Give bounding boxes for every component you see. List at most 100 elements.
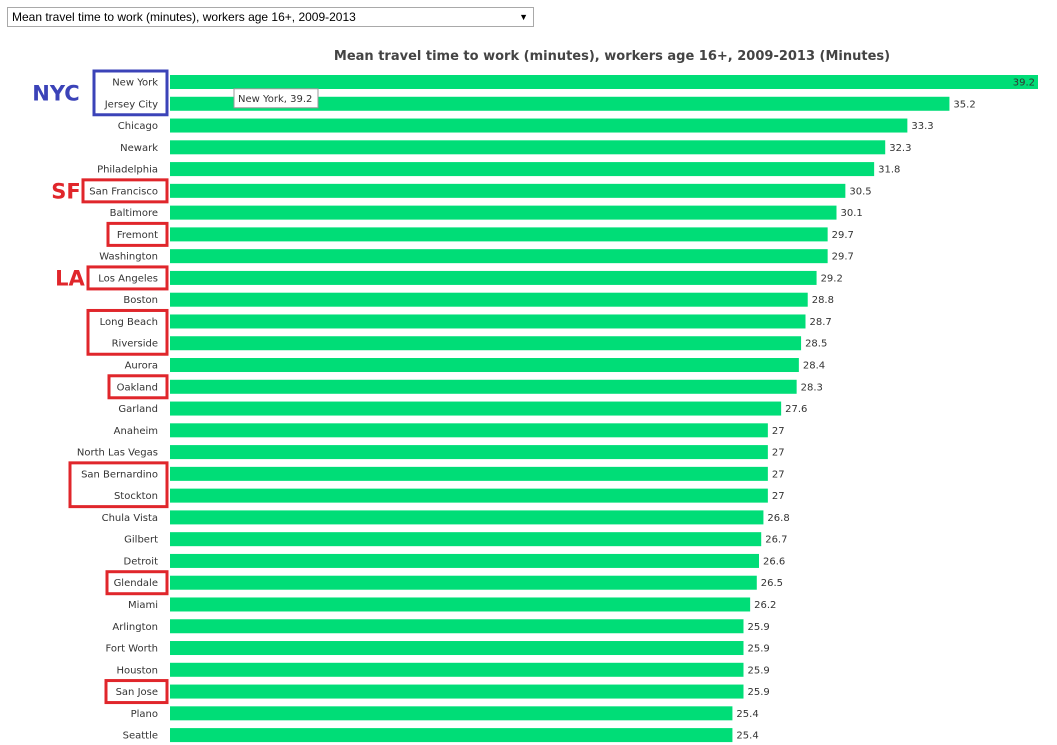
bar-baltimore[interactable] <box>170 205 837 220</box>
category-label: Fremont <box>117 230 158 241</box>
bar-gilbert[interactable] <box>170 532 762 547</box>
bar-group-north-las-vegas[interactable]: North Las Vegas 27 <box>77 445 785 460</box>
bar-tooltip: New York, 39.2 <box>233 88 319 109</box>
bar-group-gilbert[interactable]: Gilbert 26.7 <box>124 532 787 547</box>
bar-group-arlington[interactable]: Arlington 25.9 <box>112 619 770 634</box>
la-annotation: LA <box>55 266 85 290</box>
bar-seattle[interactable] <box>170 728 733 743</box>
bar-arlington[interactable] <box>170 619 744 634</box>
value-label: 26.8 <box>767 513 789 524</box>
bar-oakland[interactable] <box>170 379 797 394</box>
category-label: Los Angeles <box>98 273 158 284</box>
category-label: Newark <box>120 143 158 154</box>
bar-stockton[interactable] <box>170 488 768 503</box>
bar-detroit[interactable] <box>170 553 759 568</box>
bar-newark[interactable] <box>170 140 886 155</box>
bar-group-plano[interactable]: Plano 25.4 <box>131 706 759 721</box>
bar-group-riverside[interactable]: Riverside 28.5 <box>112 336 828 351</box>
bar-group-houston[interactable]: Houston 25.9 <box>116 662 770 677</box>
bar-group-chula-vista[interactable]: Chula Vista 26.8 <box>102 510 790 525</box>
bar-aurora[interactable] <box>170 358 799 373</box>
value-label: 25.9 <box>748 644 770 655</box>
category-label: Boston <box>123 295 158 306</box>
bar-group-long-beach[interactable]: Long Beach 28.7 <box>100 314 832 329</box>
bar-group-chicago[interactable]: Chicago 33.3 <box>118 118 934 133</box>
value-label: 33.3 <box>911 121 933 132</box>
value-label: 27.6 <box>785 404 807 415</box>
bar-plano[interactable] <box>170 706 733 721</box>
long-beach-riverside-highlight-box <box>86 308 169 356</box>
bar-group-detroit[interactable]: Detroit 26.6 <box>124 553 786 568</box>
value-label: 25.9 <box>748 665 770 676</box>
bar-garland[interactable] <box>170 401 782 416</box>
bar-group-boston[interactable]: Boston 28.8 <box>123 292 834 307</box>
bar-group-washington[interactable]: Washington 29.7 <box>99 249 854 264</box>
category-label: Arlington <box>112 622 158 633</box>
bar-group-san-francisco[interactable]: San Francisco 30.5 <box>89 183 872 198</box>
bar-group-fort-worth[interactable]: Fort Worth 25.9 <box>105 641 770 656</box>
bar-houston[interactable] <box>170 662 744 677</box>
bar-group-aurora[interactable]: Aurora 28.4 <box>125 358 826 373</box>
value-label: 26.2 <box>754 600 776 611</box>
bar-group-newark[interactable]: Newark 32.3 <box>120 140 911 155</box>
value-label: 32.3 <box>889 143 911 154</box>
bar-fremont[interactable] <box>170 227 828 242</box>
bar-group-san-bernardino[interactable]: San Bernardino 27 <box>81 466 785 481</box>
bar-miami[interactable] <box>170 597 751 612</box>
bar-group-baltimore[interactable]: Baltimore 30.1 <box>110 205 863 220</box>
bar-group-miami[interactable]: Miami 26.2 <box>128 597 776 612</box>
bar-group-oakland[interactable]: Oakland 28.3 <box>117 379 823 394</box>
bar-group-new-york[interactable]: New York 39.2 <box>112 75 1038 89</box>
category-label: San Francisco <box>89 186 158 197</box>
category-label: Seattle <box>123 731 158 742</box>
bar-jersey-city[interactable] <box>170 96 950 111</box>
bar-group-philadelphia[interactable]: Philadelphia 31.8 <box>97 162 900 177</box>
bar-san-francisco[interactable] <box>170 183 846 198</box>
bar-group-anaheim[interactable]: Anaheim 27 <box>114 423 785 438</box>
bar-washington[interactable] <box>170 249 828 264</box>
bar-group-los-angeles[interactable]: Los Angeles 29.2 <box>98 270 843 285</box>
bar-chicago[interactable] <box>170 118 908 133</box>
value-label: 29.7 <box>832 230 854 241</box>
sf-annotation: SF <box>51 179 80 203</box>
bar-group-glendale[interactable]: Glendale 26.5 <box>114 575 783 590</box>
bar-philadelphia[interactable] <box>170 162 875 177</box>
category-label: San Bernardino <box>81 469 158 480</box>
bar-boston[interactable] <box>170 292 808 307</box>
value-label: 25.9 <box>748 687 770 698</box>
bar-group-jersey-city[interactable]: Jersey City 35.2 <box>104 96 976 111</box>
bar-group-seattle[interactable]: Seattle 25.4 <box>123 728 759 743</box>
bar-group-san-jose[interactable]: San Jose 25.9 <box>116 684 770 699</box>
bar-chula-vista[interactable] <box>170 510 764 525</box>
bar-glendale[interactable] <box>170 575 757 590</box>
bar-riverside[interactable] <box>170 336 802 351</box>
category-label: Washington <box>99 252 158 263</box>
value-label: 26.7 <box>765 535 787 546</box>
bar-los-angeles[interactable] <box>170 270 817 285</box>
bar-fort-worth[interactable] <box>170 641 744 656</box>
bar-new-york[interactable] <box>170 75 1038 89</box>
glendale-highlight-box <box>105 570 169 596</box>
category-label: Aurora <box>125 361 158 372</box>
bar-north-las-vegas[interactable] <box>170 445 768 460</box>
value-label: 26.6 <box>763 556 785 567</box>
bar-san-bernardino[interactable] <box>170 466 768 481</box>
bar-group-stockton[interactable]: Stockton 27 <box>114 488 785 503</box>
category-label: Chicago <box>118 121 158 132</box>
value-label: 29.2 <box>821 273 843 284</box>
value-label: 28.5 <box>805 339 827 350</box>
nyc-highlight-box <box>92 69 169 117</box>
bar-group-garland[interactable]: Garland 27.6 <box>118 401 807 416</box>
category-label: New York <box>112 78 158 89</box>
bar-group-fremont[interactable]: Fremont 29.7 <box>117 227 854 242</box>
value-label: 27 <box>772 448 785 459</box>
bar-san-jose[interactable] <box>170 684 744 699</box>
category-label: Stockton <box>114 491 158 502</box>
bar-long-beach[interactable] <box>170 314 806 329</box>
value-label: 27 <box>772 491 785 502</box>
category-label: Baltimore <box>110 208 158 219</box>
bar-anaheim[interactable] <box>170 423 768 438</box>
value-label: 31.8 <box>878 165 900 176</box>
metric-dropdown[interactable]: Mean travel time to work (minutes), work… <box>7 7 534 27</box>
